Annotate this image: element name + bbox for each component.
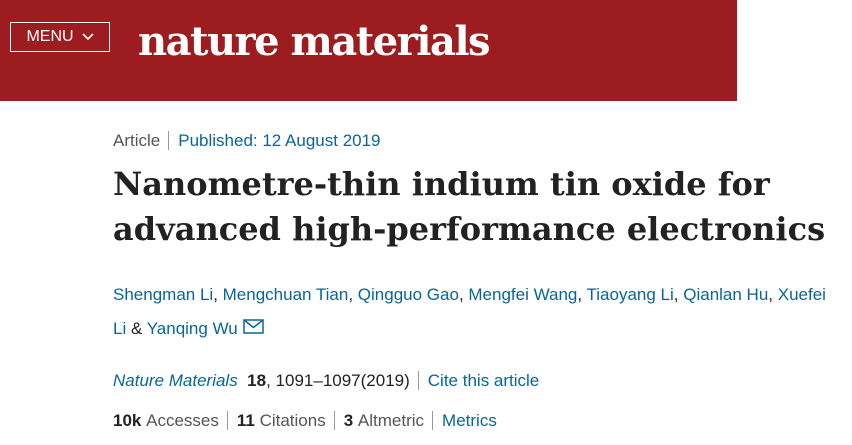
author-separator: ,: [458, 285, 469, 304]
metric-value: 11: [236, 411, 255, 430]
author-name[interactable]: Shengman Li: [113, 285, 214, 304]
author-name[interactable]: Tiaoyang Li: [586, 285, 674, 304]
email-icon[interactable]: [243, 319, 265, 335]
author-name[interactable]: Xuefei Li: [113, 285, 826, 338]
published-date: Published: 12 August 2019: [168, 131, 381, 150]
cite-link[interactable]: Cite this article: [417, 371, 540, 390]
journal-name[interactable]: Nature Materials: [113, 371, 238, 390]
volume: 18: [247, 371, 267, 390]
menu-button[interactable]: MENU: [10, 22, 110, 52]
metrics-bar: 10k Accesses 11 Citations 3 Altmetric Metri…: [113, 406, 848, 436]
metrics-link[interactable]: Metrics: [432, 411, 497, 430]
author-separator: &: [126, 319, 147, 338]
article-header: Article Published: 12 August 2019 Nanomet…: [113, 126, 848, 436]
pages: 1091–1097: [275, 371, 361, 390]
metric-label: Accesses: [146, 411, 219, 430]
menu-label: MENU: [26, 28, 74, 45]
logo[interactable]: nature materials: [138, 18, 491, 65]
chevron-icon: [81, 33, 94, 41]
article-title: Nanometre-thin indium tin oxide for adva…: [113, 165, 826, 248]
author-name[interactable]: Mengchuan Tian: [222, 285, 349, 304]
metric-label: Altmetric: [357, 411, 425, 430]
metric: 11 Citations: [226, 411, 326, 430]
author-name[interactable]: Yanqing Wu: [146, 319, 238, 338]
author-separator: ,: [577, 285, 587, 304]
author-separator: ,: [673, 285, 684, 304]
author-name[interactable]: Mengfei Wang: [468, 285, 578, 304]
author-separator: ,: [768, 285, 778, 304]
citation-line: Nature Materials 18, 1091–1097(2019) Cite…: [113, 371, 540, 390]
metric-label: Citations: [259, 411, 326, 430]
author-list: Shengman Li, Mengchuan Tian, Qingguo Gao…: [113, 278, 843, 346]
article-type: Article: [113, 131, 161, 150]
author-separator: ,: [213, 285, 223, 304]
metric: 3 Altmetric: [333, 411, 425, 430]
author-name[interactable]: Qianlan Hu: [683, 285, 769, 304]
metric: 10k Accesses: [113, 411, 219, 430]
author-name[interactable]: Qingguo Gao: [357, 285, 459, 304]
metric-value: 3: [343, 411, 354, 430]
article-meta: Article Published: 12 August 2019: [113, 126, 848, 156]
year: (2019): [360, 371, 410, 390]
header: MENU nature materials: [0, 0, 737, 101]
metric-value: 10k: [113, 411, 142, 430]
author-separator: ,: [348, 285, 358, 304]
